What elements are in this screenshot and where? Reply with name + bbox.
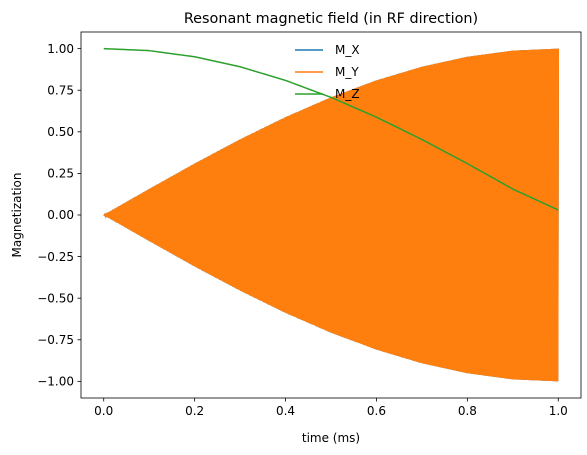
x-tick-label: 0.4 (276, 404, 295, 418)
chart-title: Resonant magnetic field (in RF direction… (184, 11, 478, 27)
legend-label: M_X (335, 43, 360, 57)
y-tick-label: −0.25 (37, 250, 74, 264)
x-tick-label: 0.6 (367, 404, 386, 418)
x-tick-label: 0.0 (94, 404, 113, 418)
plot-area (103, 47, 560, 382)
series-m-y (103, 48, 560, 382)
series-line-m-z (103, 47, 559, 211)
legend: M_X M_Y M_Z (295, 43, 360, 101)
y-tick-label: 0.00 (47, 208, 74, 222)
y-tick-label: −0.50 (37, 291, 74, 305)
x-tick-label: 0.2 (185, 404, 204, 418)
legend-item-m-y: M_Y (295, 65, 359, 79)
y-tick-label: −0.75 (37, 333, 74, 347)
legend-item-m-z: M_Z (295, 87, 360, 101)
y-axis-label: Magnetization (10, 173, 24, 258)
legend-label: M_Z (335, 87, 360, 101)
x-axis: 0.0 0.2 0.4 0.6 0.8 1.0 (94, 398, 568, 418)
y-axis: −1.00 −0.75 −0.50 −0.25 0.00 0.25 0.50 0.75 1.00 (37, 42, 81, 389)
x-tick-label: 1.0 (549, 404, 568, 418)
x-axis-label: time (ms) (302, 431, 360, 445)
legend-item-m-x: M_X (295, 43, 360, 57)
y-tick-label: 0.25 (47, 167, 74, 181)
y-tick-label: −1.00 (37, 375, 74, 389)
series-line-m-y (103, 48, 560, 382)
legend-label: M_Y (335, 65, 359, 79)
y-tick-label: 0.75 (47, 83, 74, 97)
y-tick-label: 0.50 (47, 125, 74, 139)
y-tick-label: 1.00 (47, 42, 74, 56)
x-tick-label: 0.8 (458, 404, 477, 418)
series-m-z (103, 47, 559, 211)
